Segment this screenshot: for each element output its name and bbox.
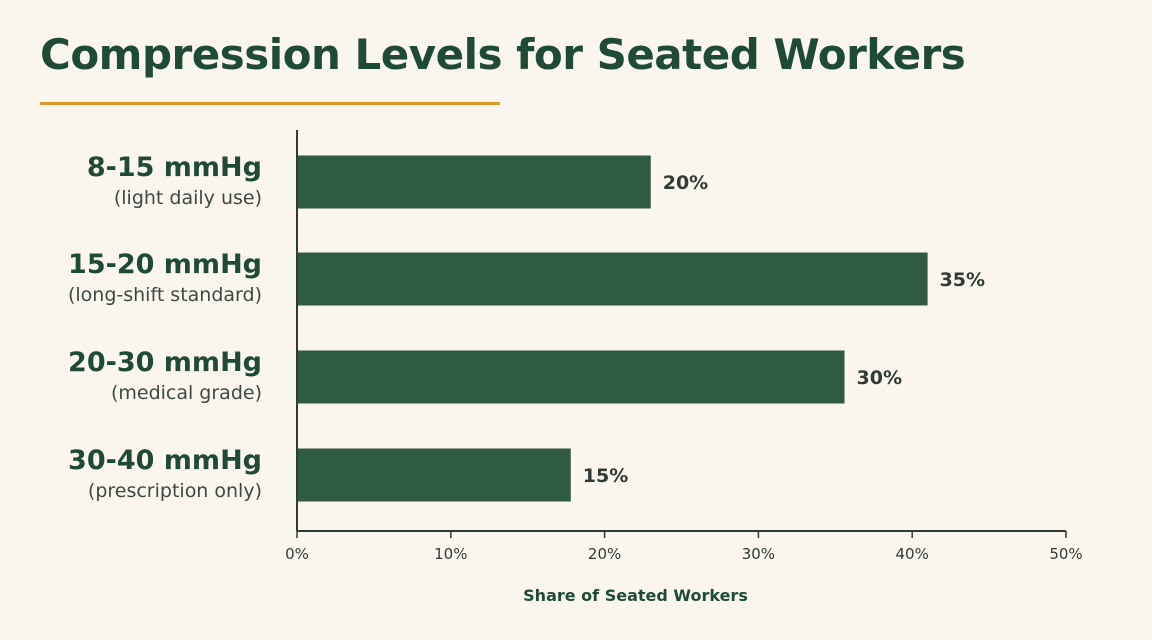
bar xyxy=(297,155,651,209)
category-note: (light daily use) xyxy=(114,187,262,209)
bar xyxy=(297,350,845,404)
category-note: (prescription only) xyxy=(88,480,262,502)
x-tick-label: 30% xyxy=(742,545,775,563)
category-label: 15-20 mmHg xyxy=(68,249,262,280)
category-note: (medical grade) xyxy=(111,382,262,404)
x-tick-label: 50% xyxy=(1049,545,1082,563)
category-label: 8-15 mmHg xyxy=(87,152,262,183)
bar-value-label: 15% xyxy=(583,465,628,487)
bar xyxy=(297,448,571,502)
x-tick-label: 0% xyxy=(285,545,309,563)
x-tick-label: 20% xyxy=(588,545,621,563)
category-label: 30-40 mmHg xyxy=(68,445,262,476)
x-axis-title: Share of Seated Workers xyxy=(523,586,748,605)
category-note: (long-shift standard) xyxy=(68,284,262,306)
bar-value-label: 20% xyxy=(663,172,708,194)
page-title: Compression Levels for Seated Workers xyxy=(40,30,966,79)
x-tick-label: 10% xyxy=(434,545,467,563)
bar-value-label: 35% xyxy=(940,269,985,291)
bar xyxy=(297,252,928,306)
title-underline xyxy=(40,102,500,105)
bar-value-label: 30% xyxy=(857,367,902,389)
x-tick-label: 40% xyxy=(896,545,929,563)
category-label: 20-30 mmHg xyxy=(68,347,262,378)
